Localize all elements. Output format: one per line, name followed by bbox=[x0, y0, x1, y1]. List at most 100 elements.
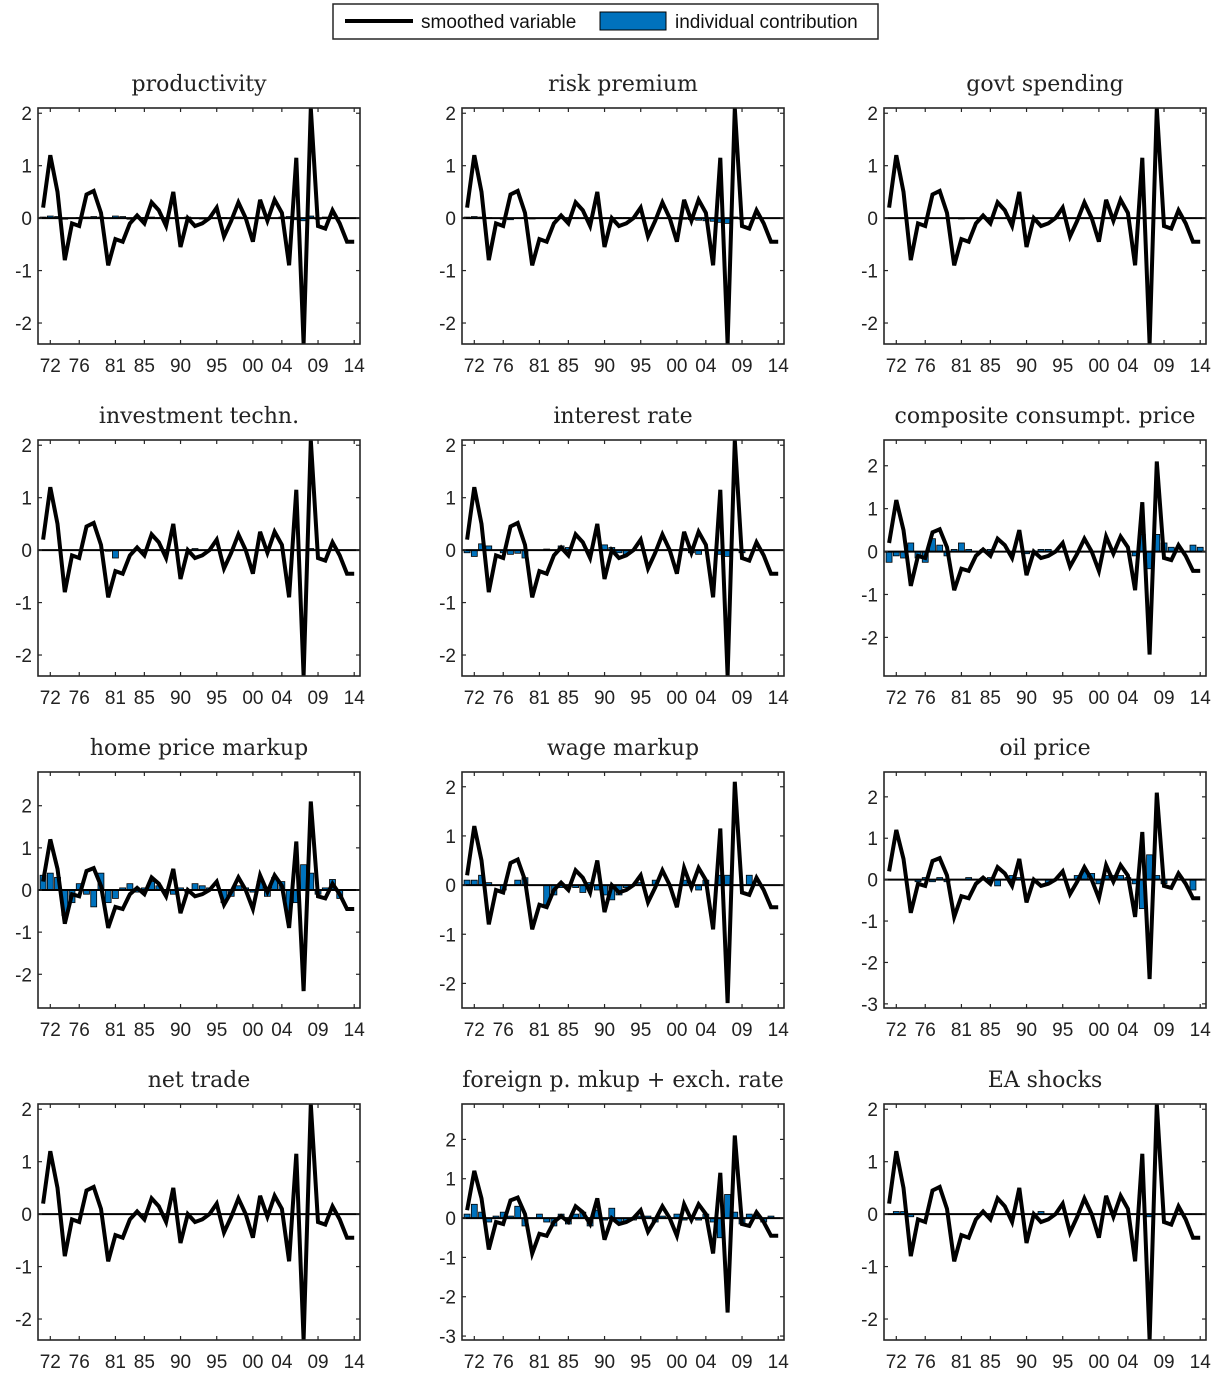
axes-box bbox=[461, 107, 785, 345]
panel-title: risk premium bbox=[548, 72, 698, 97]
x-tick-label: 95 bbox=[1052, 356, 1073, 377]
x-tick-label: 00 bbox=[242, 1020, 263, 1041]
x-tick-label: 00 bbox=[666, 356, 687, 377]
y-tick-label: 2 bbox=[445, 778, 456, 799]
panel-title: foreign p. mkup + exch. rate bbox=[462, 1068, 784, 1093]
x-tick-label: 72 bbox=[40, 356, 61, 377]
x-tick-label: 14 bbox=[1190, 1352, 1212, 1373]
data-marks bbox=[462, 1135, 784, 1313]
y-tick-label: -2 bbox=[861, 628, 878, 649]
y-tick-label: 2 bbox=[867, 104, 878, 125]
x-tick-label: 00 bbox=[242, 688, 263, 709]
y-tick-label: -1 bbox=[861, 1258, 878, 1279]
x-tick-label: 85 bbox=[134, 688, 155, 709]
y-tick-label: -3 bbox=[439, 1327, 456, 1348]
x-tick-label: 72 bbox=[464, 1352, 485, 1373]
x-tick-label: 81 bbox=[951, 1352, 972, 1373]
x-tick-label: 81 bbox=[105, 356, 126, 377]
x-tick-label: 81 bbox=[951, 356, 972, 377]
y-tick-label: -1 bbox=[861, 912, 878, 933]
y-tick-label: -1 bbox=[439, 1248, 456, 1269]
x-tick-label: 76 bbox=[493, 688, 514, 709]
x-tick-label: 72 bbox=[886, 688, 907, 709]
x-tick-label: 09 bbox=[731, 688, 752, 709]
x-tick-label: 95 bbox=[630, 1352, 651, 1373]
x-tick-label: 81 bbox=[105, 1020, 126, 1041]
x-tick-label: 76 bbox=[69, 1352, 90, 1373]
x-tick-label: 00 bbox=[666, 1352, 687, 1373]
x-tick-label: 72 bbox=[40, 688, 61, 709]
x-tick-label: 14 bbox=[344, 1020, 366, 1041]
smoothed-line bbox=[887, 461, 1201, 655]
x-tick-label: 04 bbox=[695, 688, 717, 709]
x-tick-label: 90 bbox=[1016, 688, 1037, 709]
x-tick-label: 14 bbox=[344, 1352, 366, 1373]
x-tick-label: 95 bbox=[1052, 1352, 1073, 1373]
y-tick-label: 1 bbox=[867, 1153, 878, 1174]
x-tick-label: 95 bbox=[206, 356, 227, 377]
y-tick-label: -1 bbox=[15, 1258, 32, 1279]
x-tick-label: 90 bbox=[170, 356, 191, 377]
y-tick-label: -1 bbox=[15, 923, 32, 944]
y-tick-label: 1 bbox=[21, 1153, 32, 1174]
x-tick-label: 76 bbox=[915, 688, 936, 709]
y-tick-label: 1 bbox=[445, 1170, 456, 1191]
data-marks bbox=[38, 440, 360, 676]
x-tick-label: 95 bbox=[1052, 688, 1073, 709]
x-tick-label: 04 bbox=[271, 356, 293, 377]
panel-0: -2 -1 0 1 2 72 76 81 85 90 95 00 04 09 14 productivity bbox=[15, 72, 365, 377]
axes-box bbox=[461, 439, 785, 677]
data-marks bbox=[38, 108, 360, 344]
panel-1: -2 -1 0 1 2 72 76 81 85 90 95 00 04 09 14 risk premium bbox=[439, 72, 789, 377]
axes-box bbox=[883, 107, 1207, 345]
x-tick-label: 81 bbox=[529, 356, 550, 377]
x-tick-label: 00 bbox=[242, 1352, 263, 1373]
x-tick-label: 95 bbox=[206, 688, 227, 709]
x-tick-label: 85 bbox=[134, 356, 155, 377]
x-tick-label: 81 bbox=[105, 1352, 126, 1373]
x-tick-label: 09 bbox=[731, 1352, 752, 1373]
x-tick-label: 95 bbox=[630, 1020, 651, 1041]
x-tick-label: 90 bbox=[594, 1352, 615, 1373]
x-tick-label: 90 bbox=[170, 1020, 191, 1041]
axes-box bbox=[883, 1103, 1207, 1341]
panel-title: composite consumpt. price bbox=[895, 404, 1196, 429]
x-tick-label: 72 bbox=[886, 356, 907, 377]
x-tick-label: 85 bbox=[980, 1352, 1001, 1373]
y-tick-label: -1 bbox=[15, 594, 32, 615]
smoothed-line bbox=[465, 781, 779, 1004]
data-marks bbox=[884, 792, 1206, 980]
x-tick-label: 95 bbox=[206, 1020, 227, 1041]
y-tick-label: 2 bbox=[867, 788, 878, 809]
y-tick-label: 1 bbox=[867, 157, 878, 178]
legend-smoothed-label: smoothed variable bbox=[421, 12, 576, 33]
y-tick-label: -2 bbox=[15, 314, 32, 335]
data-marks bbox=[38, 801, 360, 992]
x-tick-label: 76 bbox=[69, 688, 90, 709]
x-tick-label: 04 bbox=[271, 1020, 293, 1041]
axes-box bbox=[883, 771, 1207, 1009]
x-tick-label: 04 bbox=[695, 1020, 717, 1041]
panel-title: govt spending bbox=[966, 72, 1124, 97]
x-tick-label: 14 bbox=[1190, 356, 1212, 377]
panel-title: net trade bbox=[148, 1068, 251, 1093]
y-tick-label: 0 bbox=[21, 1205, 32, 1226]
y-tick-label: 0 bbox=[21, 541, 32, 562]
contribution-bar bbox=[1189, 879, 1197, 891]
data-marks bbox=[462, 440, 784, 676]
panel-2: -2 -1 0 1 2 72 76 81 85 90 95 00 04 09 14 govt spending bbox=[861, 72, 1211, 377]
y-tick-label: 2 bbox=[21, 436, 32, 457]
data-marks bbox=[462, 108, 784, 344]
y-tick-label: 1 bbox=[21, 839, 32, 860]
x-tick-label: 85 bbox=[558, 1020, 579, 1041]
smoothed-line bbox=[887, 1104, 1201, 1340]
panel-11: -2 -1 0 1 2 72 76 81 85 90 95 00 04 09 14 EA shocks bbox=[861, 1068, 1211, 1373]
y-tick-label: -2 bbox=[439, 314, 456, 335]
y-tick-label: -2 bbox=[861, 953, 878, 974]
y-tick-label: 2 bbox=[867, 457, 878, 478]
x-tick-label: 04 bbox=[695, 356, 717, 377]
smoothed-line bbox=[41, 1104, 355, 1340]
contribution-bar bbox=[112, 549, 119, 559]
x-tick-label: 76 bbox=[915, 1020, 936, 1041]
y-tick-label: 2 bbox=[21, 797, 32, 818]
